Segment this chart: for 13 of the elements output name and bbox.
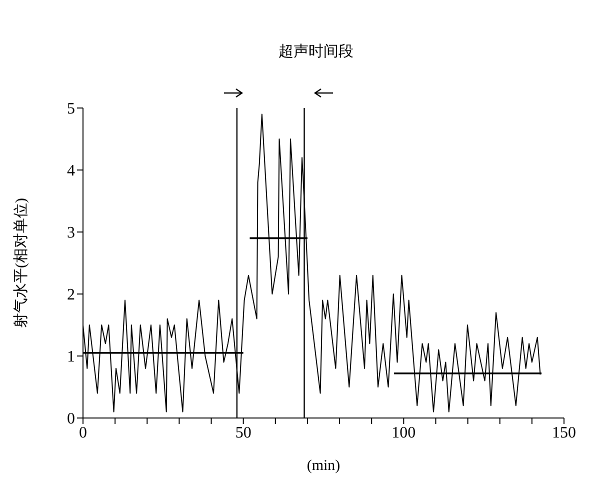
y-tick-label: 2 [67, 286, 75, 304]
x-axis-title: (min) [306, 458, 340, 474]
y-tick-label: 0 [67, 410, 75, 428]
y-tick-label: 1 [67, 348, 75, 366]
y-tick-label: 5 [67, 100, 75, 118]
x-tick-label: 100 [392, 424, 416, 442]
y-axis-title: 射气水平(相对单位) [12, 198, 30, 328]
x-tick-label: 50 [235, 424, 252, 442]
x-tick-label: 0 [79, 424, 87, 442]
x-tick-label: 150 [552, 424, 576, 442]
text: 超声时间段 [278, 42, 354, 61]
y-tick-label: 4 [67, 162, 75, 180]
y-tick-label: 3 [67, 224, 75, 242]
